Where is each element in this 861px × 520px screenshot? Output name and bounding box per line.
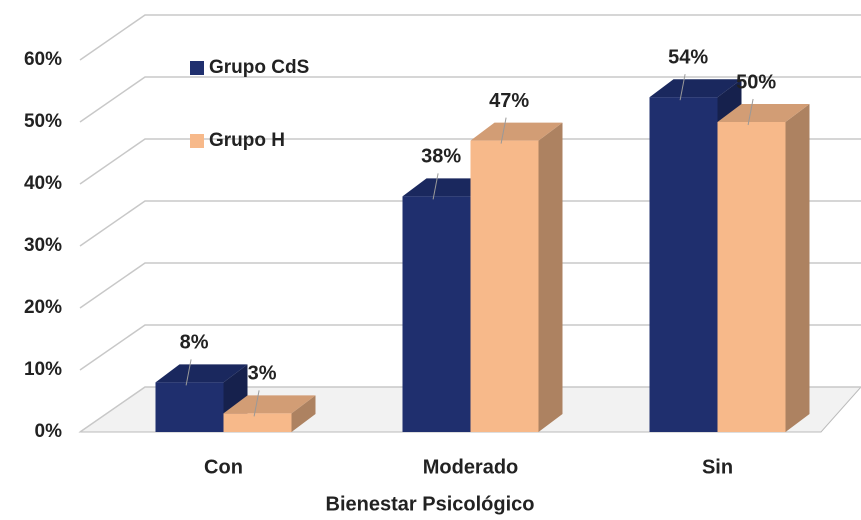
grid-line bbox=[79, 262, 861, 309]
value-label: 47% bbox=[489, 90, 529, 112]
x-tick-label: Sin bbox=[702, 456, 733, 478]
leader-line bbox=[432, 173, 439, 200]
x-tick-label: Moderado bbox=[423, 456, 519, 478]
grid-line bbox=[79, 200, 861, 247]
y-tick-label: 10% bbox=[24, 359, 62, 380]
bar-front bbox=[223, 413, 292, 432]
bar-top bbox=[649, 79, 742, 98]
bar-top bbox=[155, 364, 248, 383]
y-tick-label: 40% bbox=[24, 173, 62, 194]
legend-label: Grupo CdS bbox=[209, 57, 309, 78]
grid-line bbox=[79, 76, 861, 123]
y-tick-label: 0% bbox=[35, 421, 63, 442]
value-label: 8% bbox=[180, 332, 209, 354]
bar-front bbox=[649, 97, 718, 432]
grid-line bbox=[79, 386, 861, 433]
y-tick-label: 60% bbox=[24, 49, 62, 70]
bar-front bbox=[470, 140, 539, 432]
value-label: 50% bbox=[736, 71, 776, 93]
grid-line bbox=[79, 324, 861, 371]
y-tick-label: 50% bbox=[24, 111, 62, 132]
bar-top bbox=[470, 122, 563, 141]
bar-side bbox=[538, 122, 563, 432]
bar bbox=[470, 122, 563, 432]
bar-side bbox=[291, 395, 316, 432]
legend-swatch bbox=[190, 134, 204, 148]
grid-line bbox=[79, 138, 861, 185]
legend-label: Grupo H bbox=[209, 130, 285, 151]
leader-line bbox=[185, 359, 192, 386]
value-label: 3% bbox=[248, 363, 277, 385]
bar bbox=[223, 395, 316, 432]
x-tick-label: Con bbox=[204, 456, 243, 478]
bar-side bbox=[785, 104, 810, 432]
y-tick-label: 20% bbox=[24, 297, 62, 318]
bar-top bbox=[717, 104, 810, 122]
leader-line bbox=[747, 98, 754, 126]
legend-swatch bbox=[190, 61, 204, 75]
bar-top bbox=[223, 395, 316, 414]
bar bbox=[717, 104, 810, 432]
leader-line bbox=[253, 390, 260, 417]
bar-front bbox=[402, 196, 471, 432]
grid-line bbox=[79, 14, 861, 61]
leader-line bbox=[679, 74, 686, 101]
x-axis-title: Bienestar Psicológico bbox=[326, 493, 535, 515]
bar-front bbox=[717, 122, 786, 432]
value-label: 54% bbox=[668, 46, 708, 68]
value-label: 38% bbox=[421, 146, 461, 168]
y-tick-label: 30% bbox=[24, 235, 62, 256]
leader-line bbox=[500, 117, 507, 144]
bar-front bbox=[155, 382, 224, 432]
